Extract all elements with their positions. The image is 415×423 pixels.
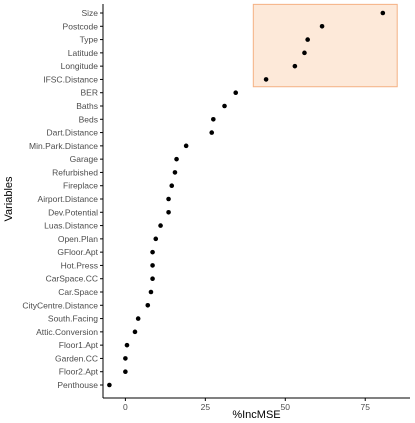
y-tick-label: Garden.CC [55, 353, 98, 363]
x-tick-label: 75 [360, 402, 370, 412]
y-tick-label: Beds [79, 114, 98, 124]
y-tick-label: Attic.Conversion [36, 327, 98, 337]
data-point [169, 183, 175, 189]
data-point [263, 77, 269, 82]
data-points [107, 10, 386, 388]
y-tick-label: Refurbished [52, 167, 98, 177]
data-point [292, 63, 298, 69]
data-point [172, 170, 178, 175]
y-axis-title: Variables [3, 176, 15, 222]
data-point [233, 90, 239, 96]
data-point [211, 116, 216, 122]
x-tick-label: 0 [123, 402, 128, 412]
data-point [107, 382, 112, 388]
y-tick-label: IFSC.Distance [43, 74, 98, 84]
data-point [148, 289, 154, 295]
data-point [174, 156, 179, 162]
data-point [123, 369, 128, 375]
y-tick-label: Open.Plan [58, 234, 98, 244]
data-point [166, 196, 171, 202]
y-tick-label: BER [81, 88, 98, 98]
data-point [150, 276, 155, 282]
y-tick-label: Baths [76, 101, 98, 111]
data-point [124, 342, 130, 348]
data-point [132, 329, 138, 335]
y-tick-label: Floor2.Apt [59, 367, 99, 377]
y-tick-label: Dart.Distance [47, 128, 99, 138]
y-tick-label: Floor1.Apt [59, 340, 99, 350]
y-axis-labels: Size Postcode Type Latitude Longitude IFSC.Di… [22, 8, 98, 390]
data-point [123, 356, 128, 361]
data-point [150, 263, 155, 268]
x-tick-label: 25 [201, 402, 211, 412]
data-point [158, 223, 163, 228]
x-axis-title: %IncMSE [232, 409, 280, 421]
y-tick-label: CarSpace.CC [46, 274, 98, 284]
y-tick-label: Size [81, 8, 98, 18]
y-tick-label: Dev.Potential [48, 207, 98, 217]
data-point [153, 236, 159, 242]
data-point [135, 316, 141, 321]
y-tick-label: Fireplace [63, 181, 98, 191]
data-point [380, 10, 386, 16]
data-point [302, 50, 307, 56]
data-point [150, 249, 155, 255]
data-point [166, 209, 171, 215]
y-tick-label: Car.Space [58, 287, 98, 297]
y-tick-label: Hot.Press [61, 260, 98, 270]
y-tick-label: Garage [70, 154, 99, 164]
x-tick-label: 50 [281, 402, 291, 412]
y-tick-label: Airport.Distance [38, 194, 99, 204]
y-tick-label: GFloor.Apt [57, 247, 98, 257]
data-point [209, 130, 215, 135]
y-tick-label: Latitude [68, 48, 99, 58]
y-tick-label: CityCentre.Distance [22, 300, 98, 310]
y-tick-label: Longitude [61, 61, 99, 71]
data-point [222, 103, 227, 109]
data-point [183, 143, 189, 149]
y-tick-label: Postcode [63, 21, 99, 31]
y-tick-label: Type [80, 35, 99, 45]
highlight-box [252, 3, 398, 88]
data-point [145, 302, 151, 308]
y-tick-label: Min.Park.Distance [29, 141, 98, 151]
data-point [319, 23, 325, 29]
y-tick-label: Luas.Distance [44, 221, 98, 231]
y-tick-label: South.Facing [48, 314, 98, 324]
data-point [305, 37, 310, 42]
y-tick-label: Penthouse [57, 380, 98, 390]
